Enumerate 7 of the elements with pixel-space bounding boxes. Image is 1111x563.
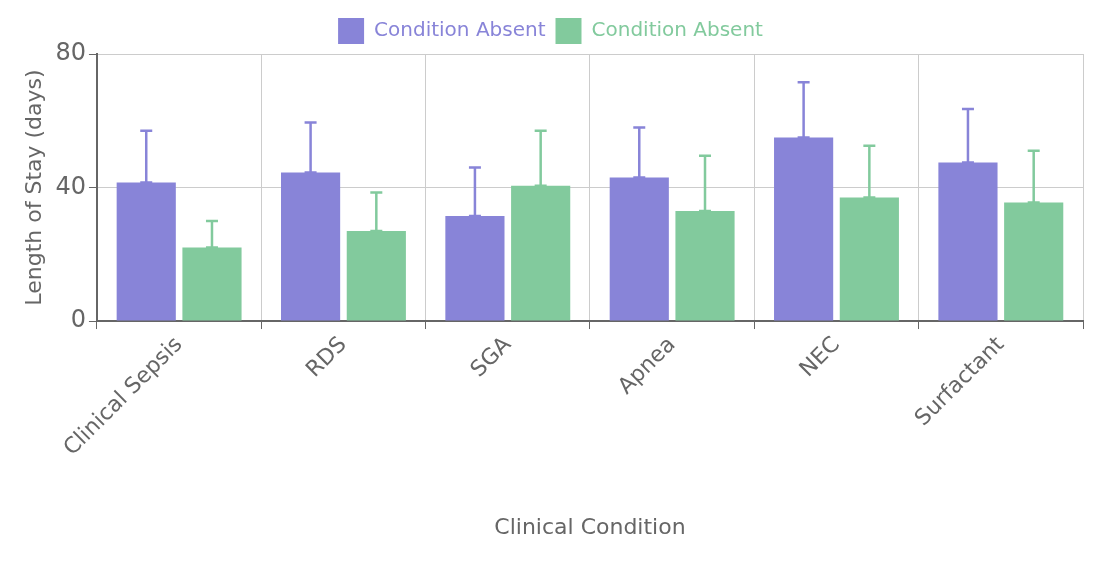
x-axis-title: Clinical Condition	[494, 513, 686, 539]
legend-label: Condition Absent	[374, 17, 546, 42]
y-axis-title: Length of Stay (days)	[20, 69, 46, 306]
y-tick-label: 0	[70, 305, 86, 334]
legend-label: Condition Absent	[591, 17, 764, 42]
y-tick-label: 40	[55, 171, 86, 200]
y-tick-label: 80	[55, 38, 86, 67]
